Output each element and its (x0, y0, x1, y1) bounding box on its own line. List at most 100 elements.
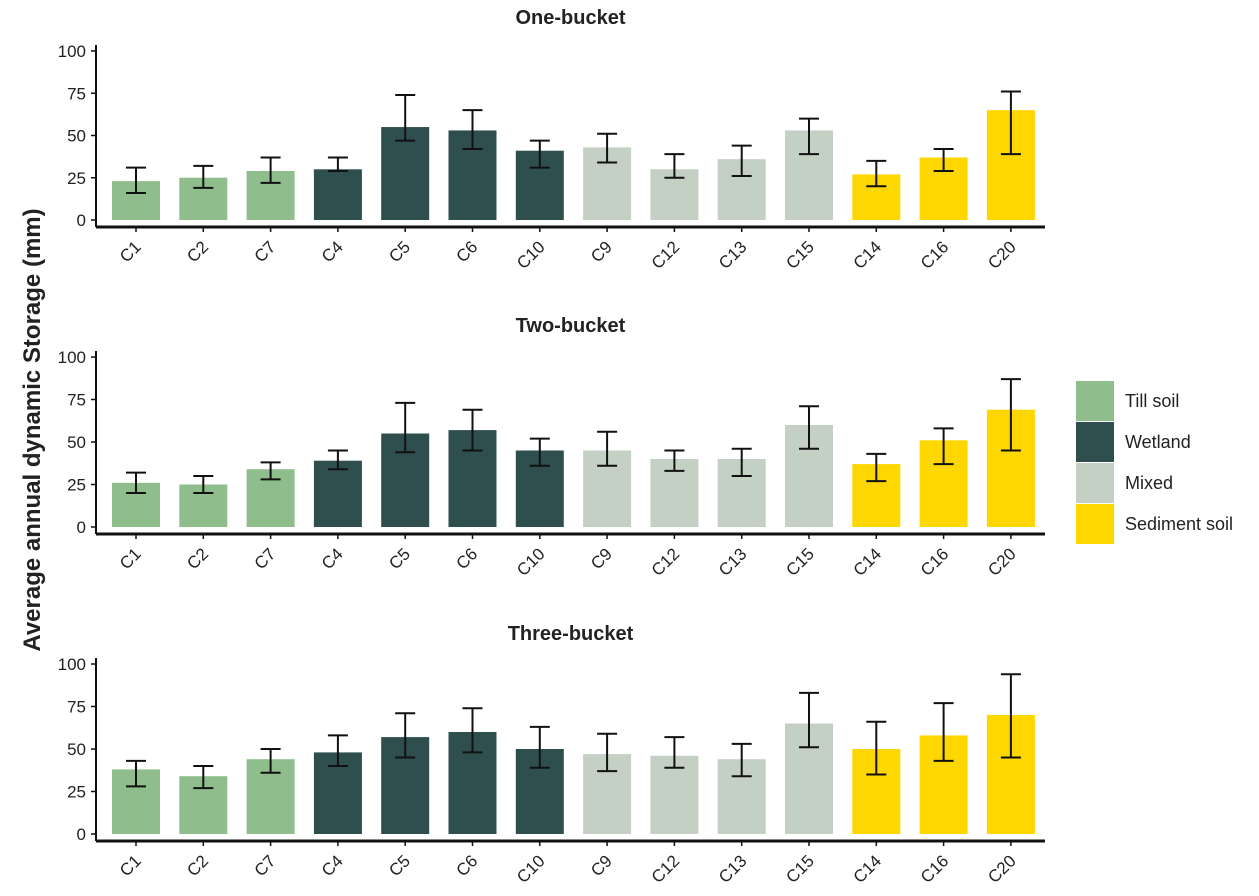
error-bar-C20 (1000, 673, 1021, 759)
bar-C12 (650, 755, 699, 834)
x-tick-label: C14 (850, 544, 885, 579)
error-bar-C6 (462, 707, 483, 754)
legend-swatch (1076, 422, 1114, 462)
panel-2: Three-bucket 0 25 50 75 100 C1 C2 C7 C4 C5 C6 C10 C9 C… (58, 623, 1045, 887)
y-tick-label: 0 (77, 825, 86, 844)
error-bar-C14 (866, 159, 887, 188)
legend-label: Sediment soil (1125, 514, 1233, 534)
error-bar-C9 (597, 132, 618, 164)
error-bar-C16 (933, 427, 954, 466)
error-bar-C20 (1000, 90, 1021, 156)
bar-C4 (313, 460, 362, 527)
x-tick-label: C12 (648, 851, 683, 886)
error-bar-C12 (664, 153, 685, 179)
error-bar-C5 (395, 93, 416, 142)
error-bar-C13 (731, 447, 752, 477)
y-tick-label: 75 (67, 698, 86, 717)
x-tick-label: C16 (917, 851, 952, 886)
error-bar-C5 (395, 712, 416, 759)
y-tick-label: 50 (67, 127, 86, 146)
y-tick-label: 25 (67, 476, 86, 495)
x-tick-label: C10 (513, 237, 548, 272)
legend-swatch (1076, 381, 1114, 421)
x-tick-label: C2 (183, 851, 212, 880)
error-bar-C16 (933, 148, 954, 172)
x-tick-label: C16 (917, 544, 952, 579)
x-tick-label: C9 (587, 237, 616, 266)
panel-title: One-bucket (515, 7, 625, 29)
legend-label: Mixed (1125, 473, 1173, 493)
y-tick-label: 75 (67, 84, 86, 103)
x-tick-label: C5 (385, 851, 414, 880)
y-tick-label: 0 (77, 211, 86, 230)
x-tick-label: C12 (648, 544, 683, 579)
legend-swatch (1076, 504, 1114, 544)
x-tick-label: C20 (984, 544, 1019, 579)
x-tick-label: C5 (385, 544, 414, 573)
bar-C5 (381, 127, 430, 220)
error-bar-C12 (664, 736, 685, 769)
error-bar-C6 (462, 109, 483, 151)
legend: Till soil Wetland Mixed Sediment soil (1076, 381, 1233, 544)
x-tick-label: C9 (587, 851, 616, 880)
x-tick-label: C15 (782, 544, 817, 579)
error-bar-C1 (126, 759, 146, 788)
y-tick-label: 50 (67, 433, 86, 452)
x-tick-label: C4 (318, 237, 347, 266)
x-tick-label: C6 (453, 237, 482, 266)
panel-title: Two-bucket (516, 315, 626, 337)
legend-label: Till soil (1125, 391, 1179, 411)
error-bar-C1 (126, 471, 146, 494)
y-tick-label: 100 (58, 655, 86, 674)
y-tick-label: 25 (67, 169, 86, 188)
x-tick-label: C2 (183, 544, 212, 573)
error-bar-C10 (529, 725, 550, 769)
error-bar-C7 (260, 461, 281, 481)
error-bar-C15 (799, 691, 819, 749)
x-tick-label: C14 (850, 851, 885, 886)
panel-0: One-bucket 0 25 50 75 100 C1 C2 C7 C4 C5 C6 C10 C9 C12… (58, 7, 1045, 273)
error-bar-C9 (597, 430, 618, 467)
error-bar-C2 (193, 475, 214, 494)
error-bar-C4 (327, 156, 348, 172)
error-bar-C5 (395, 401, 416, 454)
error-bar-C15 (799, 117, 819, 156)
x-tick-label: C15 (782, 237, 817, 272)
error-bar-C2 (193, 164, 214, 189)
y-axis-label: Average annual dynamic Storage (mm) (19, 208, 46, 651)
error-bar-C15 (799, 405, 819, 450)
error-bar-C4 (327, 734, 348, 767)
y-tick-label: 50 (67, 740, 86, 759)
error-bar-C7 (260, 748, 281, 774)
x-tick-label: C20 (984, 237, 1019, 272)
x-tick-label: C1 (116, 237, 145, 266)
bar-C4 (313, 169, 362, 220)
legend-item: Sediment soil (1076, 504, 1233, 544)
x-tick-label: C6 (453, 544, 482, 573)
x-tick-label: C7 (251, 851, 280, 880)
x-tick-label: C1 (116, 851, 145, 880)
x-tick-label: C4 (318, 851, 347, 880)
x-tick-label: C15 (782, 851, 817, 886)
error-bar-C10 (529, 437, 550, 467)
error-bar-C4 (327, 449, 348, 471)
x-tick-label: C16 (917, 237, 952, 272)
x-tick-label: C12 (648, 237, 683, 272)
x-tick-label: C13 (715, 237, 750, 272)
y-tick-label: 0 (77, 518, 86, 537)
error-bar-C14 (866, 452, 887, 483)
error-bar-C6 (462, 408, 483, 452)
x-tick-label: C1 (116, 544, 145, 573)
y-tick-label: 75 (67, 391, 86, 410)
panel-1: Two-bucket 0 25 50 75 100 C1 C2 C7 C4 C5 C6 C10 C9 C12… (58, 315, 1045, 580)
legend-label: Wetland (1125, 432, 1191, 452)
error-bar-C16 (933, 702, 954, 762)
panel-title: Three-bucket (508, 623, 634, 645)
x-tick-label: C13 (715, 544, 750, 579)
x-tick-label: C2 (183, 237, 212, 266)
error-bar-C13 (731, 144, 752, 178)
x-tick-label: C6 (453, 851, 482, 880)
